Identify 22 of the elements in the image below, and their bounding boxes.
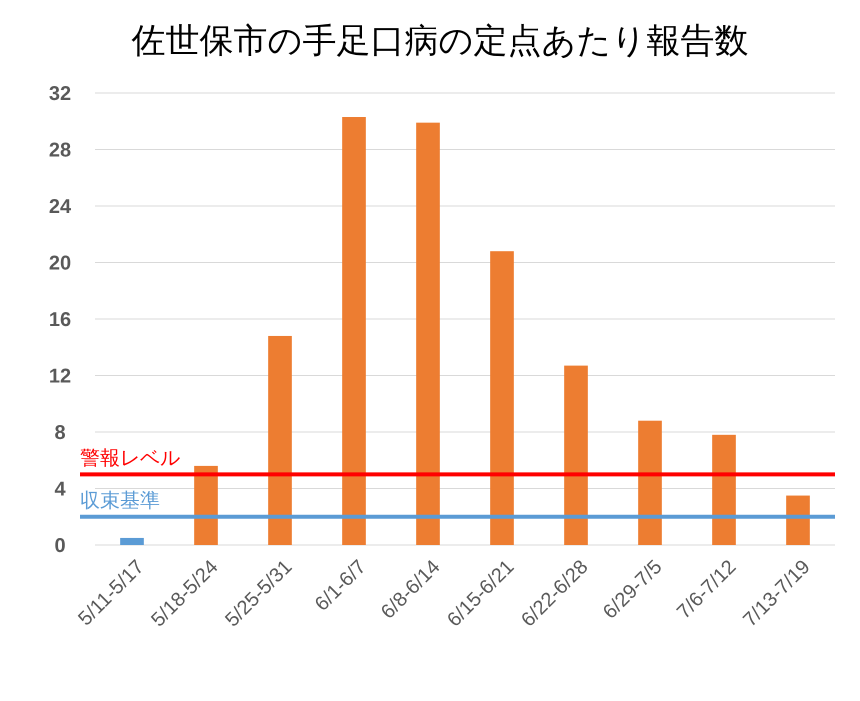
bar bbox=[416, 122, 440, 545]
bar bbox=[342, 117, 366, 545]
y-tick-label: 28 bbox=[48, 140, 72, 162]
y-tick-label: 0 bbox=[54, 535, 66, 557]
y-tick-label: 12 bbox=[48, 366, 72, 388]
bar bbox=[564, 366, 588, 545]
bar bbox=[712, 434, 736, 545]
bar bbox=[194, 466, 218, 545]
y-tick-label: 20 bbox=[48, 252, 72, 274]
bar bbox=[638, 420, 662, 545]
y-tick-label: 8 bbox=[54, 422, 66, 444]
chart-title: 佐世保市の手足口病の定点あたり報告数 bbox=[132, 22, 748, 60]
ref-line-label: 収束基準 bbox=[80, 490, 160, 512]
bar bbox=[120, 538, 144, 545]
y-tick-label: 32 bbox=[48, 83, 72, 105]
bar bbox=[490, 251, 514, 545]
y-tick-label: 16 bbox=[48, 309, 72, 331]
y-tick-label: 4 bbox=[54, 478, 66, 500]
y-tick-label: 24 bbox=[48, 196, 72, 218]
bar bbox=[268, 336, 292, 545]
bar bbox=[786, 496, 810, 545]
ref-line-label: 警報レベル bbox=[80, 447, 180, 470]
